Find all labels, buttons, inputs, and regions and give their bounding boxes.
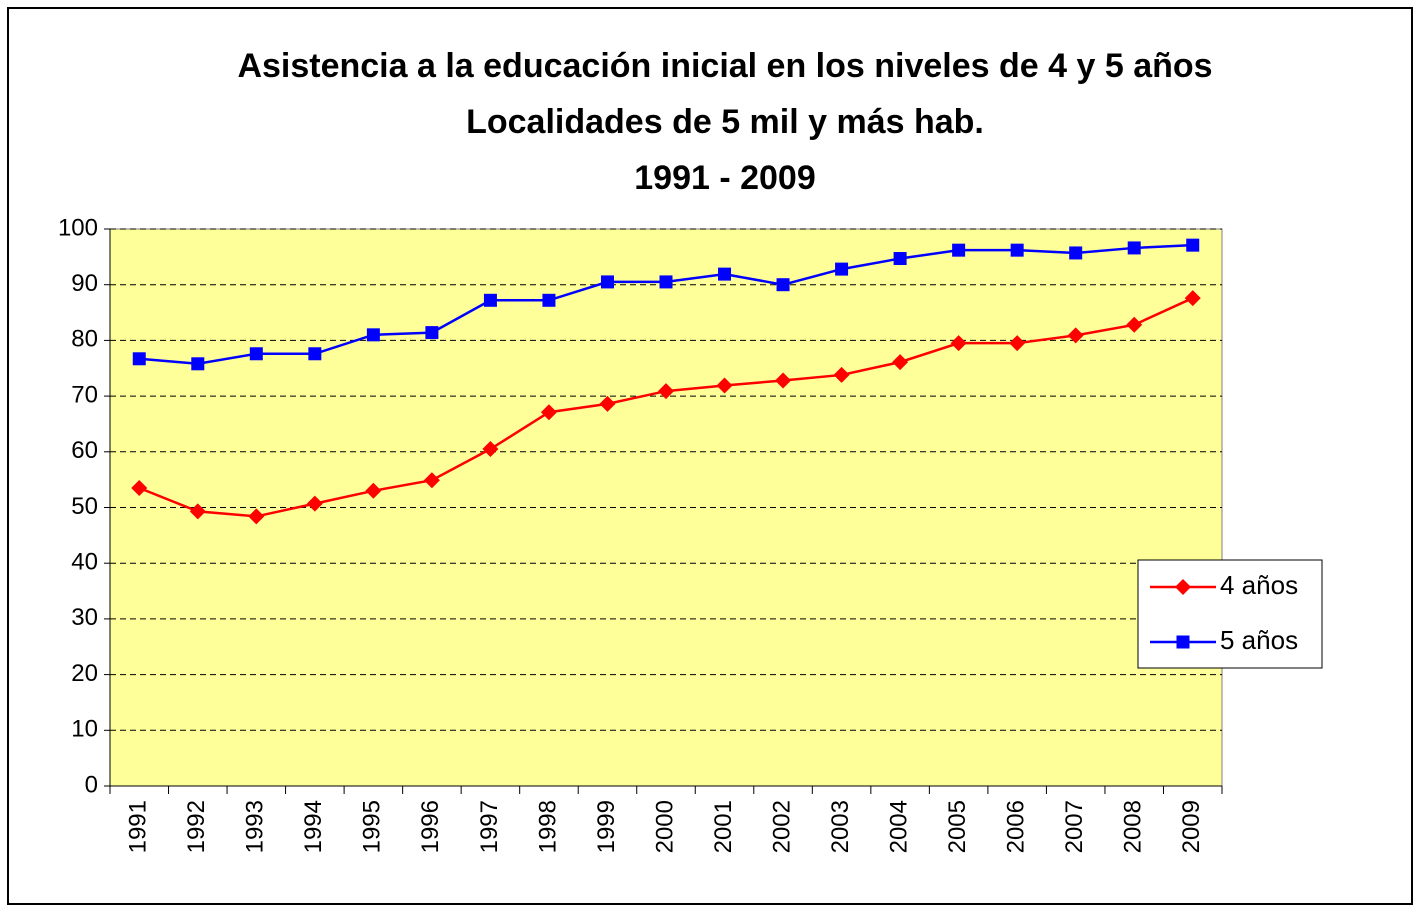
- marker: [1126, 316, 1143, 333]
- marker: [952, 243, 966, 257]
- x-tick-label: 2002: [768, 800, 795, 853]
- marker: [132, 352, 146, 366]
- marker: [1069, 246, 1083, 260]
- y-tick-label: 10: [71, 716, 98, 743]
- x-tick-label: 1996: [417, 800, 444, 853]
- marker: [483, 293, 497, 307]
- x-tick-label: 2003: [827, 800, 854, 853]
- marker: [718, 267, 732, 281]
- marker: [599, 395, 616, 412]
- marker: [189, 503, 206, 520]
- marker: [191, 357, 205, 371]
- y-tick-label: 80: [71, 326, 98, 353]
- marker: [950, 335, 967, 352]
- marker: [600, 275, 614, 289]
- legend-label: 4 años: [1220, 570, 1298, 600]
- x-tick-label: 2009: [1178, 800, 1205, 853]
- marker: [1186, 238, 1200, 252]
- marker: [425, 326, 439, 340]
- marker: [892, 354, 909, 371]
- marker: [306, 495, 323, 512]
- marker: [131, 480, 148, 497]
- x-tick-label: 1998: [534, 800, 561, 853]
- x-tick-label: 2007: [1061, 800, 1088, 853]
- marker: [659, 275, 673, 289]
- marker: [893, 252, 907, 266]
- x-tick-label: 1993: [242, 800, 269, 853]
- marker: [482, 441, 499, 458]
- marker: [1067, 327, 1084, 344]
- marker: [835, 262, 849, 276]
- marker: [776, 278, 790, 292]
- marker: [775, 372, 792, 389]
- x-tick-label: 1995: [359, 800, 386, 853]
- x-tick-label: 1997: [476, 800, 503, 853]
- y-tick-label: 60: [71, 437, 98, 464]
- x-tick-label: 2000: [651, 800, 678, 853]
- y-tick-label: 90: [71, 270, 98, 297]
- marker: [716, 377, 733, 394]
- marker: [658, 383, 674, 400]
- chart-title: Localidades de 5 mil y más hab.: [466, 103, 984, 141]
- legend-box: [1137, 559, 1323, 669]
- marker: [423, 472, 440, 489]
- marker: [308, 347, 322, 361]
- x-tick-label: 1991: [125, 800, 152, 853]
- marker: [366, 328, 380, 342]
- y-tick-label: 50: [71, 493, 98, 520]
- marker: [1009, 335, 1026, 352]
- x-tick-label: 1994: [300, 800, 327, 853]
- marker: [1184, 290, 1201, 307]
- x-tick-label: 2004: [885, 800, 912, 853]
- y-tick-label: 30: [71, 604, 98, 631]
- y-tick-label: 100: [58, 214, 98, 241]
- x-tick-label: 1992: [183, 800, 210, 853]
- x-tick-label: 1999: [593, 800, 620, 853]
- marker: [249, 347, 263, 361]
- marker: [365, 482, 382, 499]
- marker: [540, 404, 557, 421]
- x-tick-label: 2008: [1120, 800, 1147, 853]
- y-tick-label: 40: [71, 549, 98, 576]
- x-tick-label: 2001: [710, 800, 737, 853]
- chart-title: 1991 - 2009: [634, 159, 816, 197]
- x-tick-label: 2005: [944, 800, 971, 853]
- chart-title: Asistencia a la educación inicial en los…: [237, 47, 1212, 85]
- marker: [833, 366, 850, 383]
- y-tick-label: 70: [71, 381, 98, 408]
- marker: [1175, 579, 1191, 595]
- marker: [1176, 635, 1190, 649]
- x-tick-label: 2006: [1003, 800, 1030, 853]
- y-tick-label: 0: [85, 771, 98, 798]
- marker: [248, 508, 265, 525]
- marker: [542, 293, 556, 307]
- marker: [1010, 243, 1024, 257]
- marker: [1127, 241, 1141, 255]
- legend-label: 5 años: [1220, 625, 1298, 655]
- y-tick-label: 20: [71, 660, 98, 687]
